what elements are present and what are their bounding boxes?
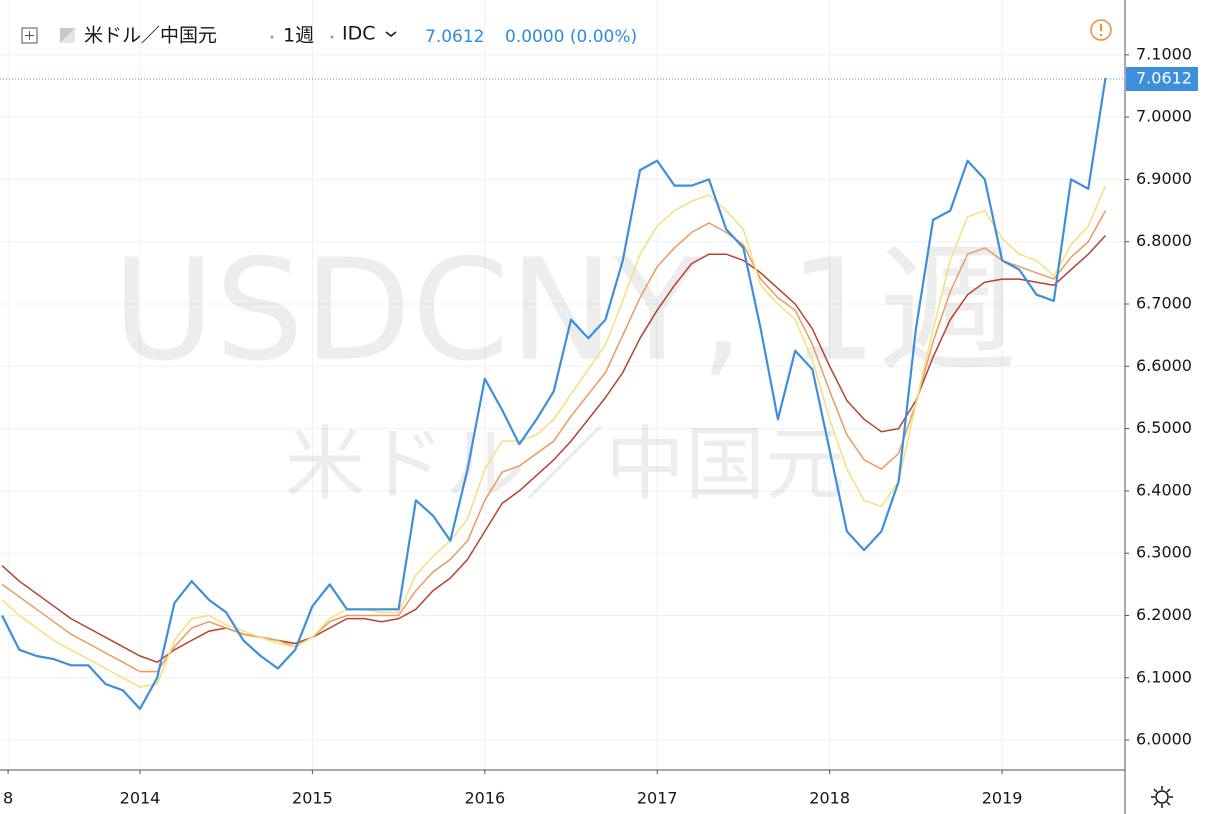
x-tick-label: 8 [3, 789, 13, 808]
last-price-label: 7.0612 [1136, 68, 1192, 87]
interval[interactable]: 1週 [283, 25, 314, 47]
y-tick-label: 6.9000 [1136, 169, 1192, 188]
y-tick-label: 7.0000 [1136, 107, 1192, 126]
symbol-icon [60, 28, 75, 43]
x-tick-label: 2014 [120, 789, 161, 808]
x-tick-label: 2015 [292, 789, 333, 808]
source[interactable]: IDC [342, 23, 376, 45]
y-tick-label: 6.2000 [1136, 605, 1192, 624]
settings-icon[interactable] [1151, 786, 1173, 808]
y-tick-label: 6.3000 [1136, 543, 1192, 562]
series-line [1, 210, 1107, 673]
y-tick-label: 7.1000 [1136, 44, 1192, 63]
symbol-title[interactable]: 米ドル／中国元 [84, 25, 217, 47]
x-tick-label: 2017 [637, 789, 678, 808]
overlay: 7.0612 [0, 66, 1198, 91]
y-tick-label: 6.1000 [1136, 667, 1192, 686]
y-tick-label: 6.8000 [1136, 231, 1192, 250]
separator [330, 35, 334, 39]
series-line [1, 77, 1107, 710]
settings-icon [1155, 790, 1169, 804]
x-tick-label: 2019 [982, 789, 1023, 808]
watermark: USDCNY, 1週 [112, 230, 1017, 393]
series-line [1, 234, 1107, 663]
separator [270, 35, 274, 39]
y-tick-label: 6.6000 [1136, 356, 1192, 375]
watermark-subtitle: 米ドル／中国元 [285, 418, 845, 511]
last-price-box [1126, 66, 1198, 91]
warning-icon[interactable] [1090, 19, 1112, 41]
lines [1, 77, 1107, 710]
y-tick-label: 6.0000 [1136, 730, 1192, 749]
last-value: 7.0612 [425, 27, 484, 47]
expand-icon[interactable] [21, 27, 38, 44]
x-tick-label: 2018 [809, 789, 850, 808]
warning-icon [1099, 33, 1103, 37]
series-line [1, 185, 1107, 688]
dropdown-icon[interactable] [385, 31, 397, 37]
x-tick-label: 2016 [464, 789, 505, 808]
y-tick-label: 6.7000 [1136, 294, 1192, 313]
y-tick-label: 6.5000 [1136, 418, 1192, 437]
change: 0.0000 (0.00%) [505, 27, 637, 47]
settings-icon [1151, 786, 1173, 808]
y-tick-label: 6.4000 [1136, 480, 1192, 499]
